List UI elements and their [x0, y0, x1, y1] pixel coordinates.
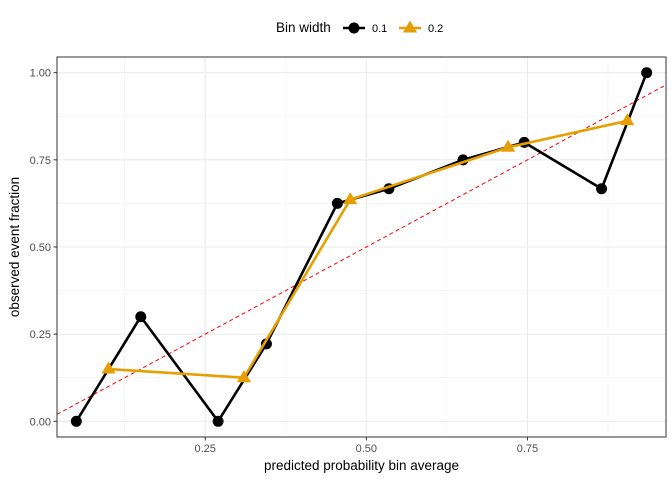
y-tick-label: 1.00: [30, 68, 51, 80]
x-tick-label: 0.25: [195, 443, 216, 455]
legend-item: 0.1: [343, 22, 387, 35]
y-axis-ticks: 0.00 0.25 0.50 0.75 1.00: [30, 68, 57, 428]
data-point: [135, 311, 147, 323]
legend-title: Bin width: [276, 20, 331, 35]
reference-line: [56, 84, 667, 415]
data-point: [343, 192, 358, 205]
data-point: [641, 67, 653, 79]
legend-label: 0.1: [372, 23, 387, 35]
data-point: [212, 415, 224, 427]
data-point: [620, 113, 635, 126]
data-point: [236, 370, 252, 383]
x-axis-title: predicted probability bin average: [264, 458, 459, 473]
reference-line-layer: [56, 84, 667, 415]
legend-key-marker: [348, 22, 360, 34]
legend-key-marker: [402, 20, 418, 33]
legend-items: 0.1 0.2: [343, 20, 443, 35]
data-point: [101, 361, 116, 374]
y-tick-label: 0.75: [30, 155, 51, 167]
data-point: [70, 415, 82, 427]
y-tick-label: 0.50: [30, 242, 51, 254]
x-axis-ticks: 0.25 0.50 0.75: [195, 437, 538, 455]
data-point: [331, 197, 343, 209]
x-tick-label: 0.75: [517, 443, 538, 455]
x-tick-label: 0.50: [356, 443, 377, 455]
legend-label: 0.2: [428, 23, 443, 35]
y-tick-label: 0.25: [30, 329, 51, 341]
legend-item: 0.2: [399, 20, 443, 35]
data-point: [596, 183, 608, 195]
legend: Bin width 0.1 0.2: [276, 20, 443, 35]
series-layer: [70, 67, 653, 427]
series-triangle: [101, 113, 635, 383]
y-axis-title: observed event fraction: [7, 177, 22, 317]
y-tick-label: 0.00: [30, 416, 51, 428]
data-point: [500, 139, 516, 152]
